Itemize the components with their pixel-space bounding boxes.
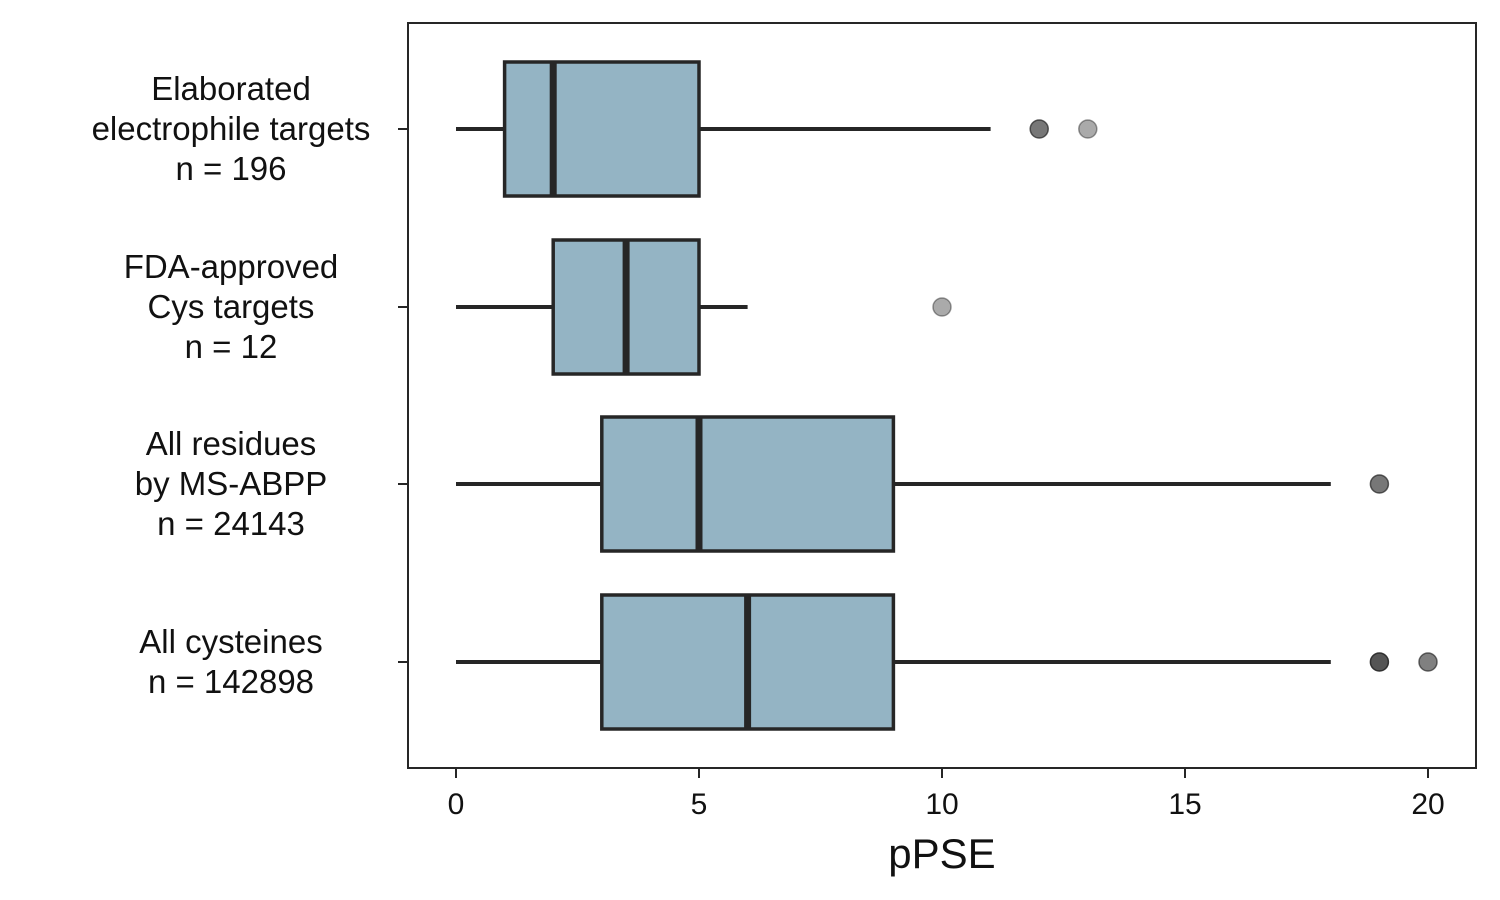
x-tick-label: 0 [448,788,465,821]
category-label-line: n = 24143 [157,505,305,542]
boxes-group [456,60,1438,731]
outlier-point [1029,119,1049,139]
category-label-line: n = 196 [175,150,286,187]
outlier-point [932,297,952,317]
category-label-line: All cysteines [139,623,322,660]
category-label-line: FDA-approved [124,248,339,285]
outlier-point [1418,652,1438,672]
outlier-point [1369,474,1390,494]
iqr-box [600,415,896,553]
axes-group: 0 5 10 15 20 [398,22,1477,821]
x-axis-title: pPSE [888,830,995,877]
outlier-point [1369,652,1390,672]
category-label-line: Elaborated [151,70,311,107]
category-label-line: electrophile targets [92,110,371,147]
category-label-line: Cys targets [148,288,315,325]
category-label-line: All residues [146,425,317,462]
x-tick-label: 5 [691,788,708,821]
x-tick-label: 10 [925,788,958,821]
category-label-line: n = 12 [185,328,278,365]
x-tick-label: 15 [1168,788,1201,821]
category-label-line: by MS-ABPP [135,465,328,502]
iqr-box [502,60,701,198]
x-tick-label: 20 [1411,788,1444,821]
outlier-point [1078,119,1098,139]
category-label-line: n = 142898 [148,663,314,700]
